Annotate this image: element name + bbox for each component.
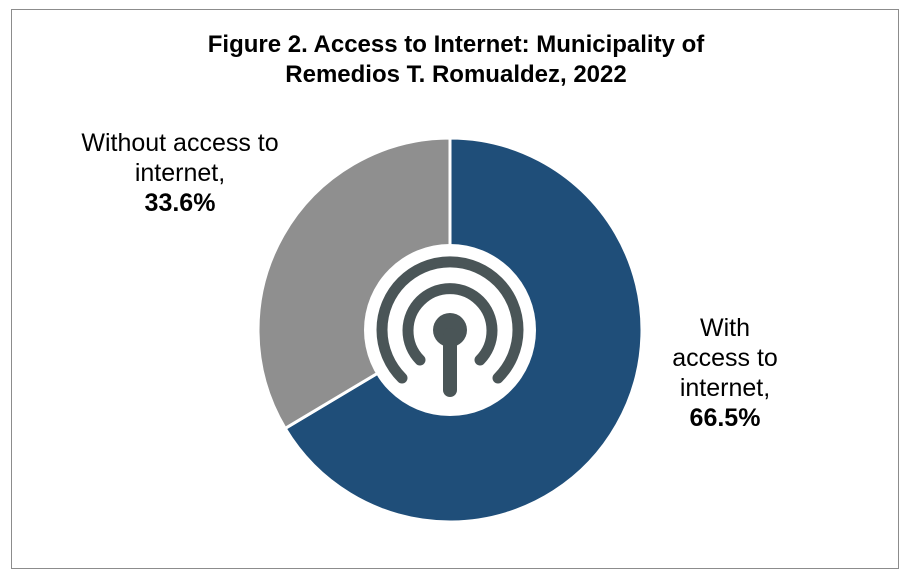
slice-value-without-access: 33.6% (144, 189, 216, 217)
wifi-antenna-icon (376, 256, 524, 400)
slice-label-with-line3: internet, (679, 374, 771, 402)
slice-label-without-line2: internet, (134, 159, 226, 187)
chart-title-line1: Figure 2. Access to Internet: Municipali… (207, 31, 705, 58)
slice-label-without-access: Without access to internet, 33.6% (50, 128, 310, 218)
slice-label-with-access: With access to internet, 66.5% (640, 313, 810, 433)
chart-title-line2: Remedios T. Romualdez, 2022 (285, 61, 627, 88)
slice-value-with-access: 66.5% (689, 404, 761, 432)
slice-label-with-line2: access to (672, 344, 778, 372)
slice-label-with-line1: With (700, 314, 750, 342)
donut-chart (256, 136, 644, 524)
slice-label-without-line1: Without access to (81, 129, 279, 157)
chart-title: Figure 2. Access to Internet: Municipali… (0, 30, 912, 90)
